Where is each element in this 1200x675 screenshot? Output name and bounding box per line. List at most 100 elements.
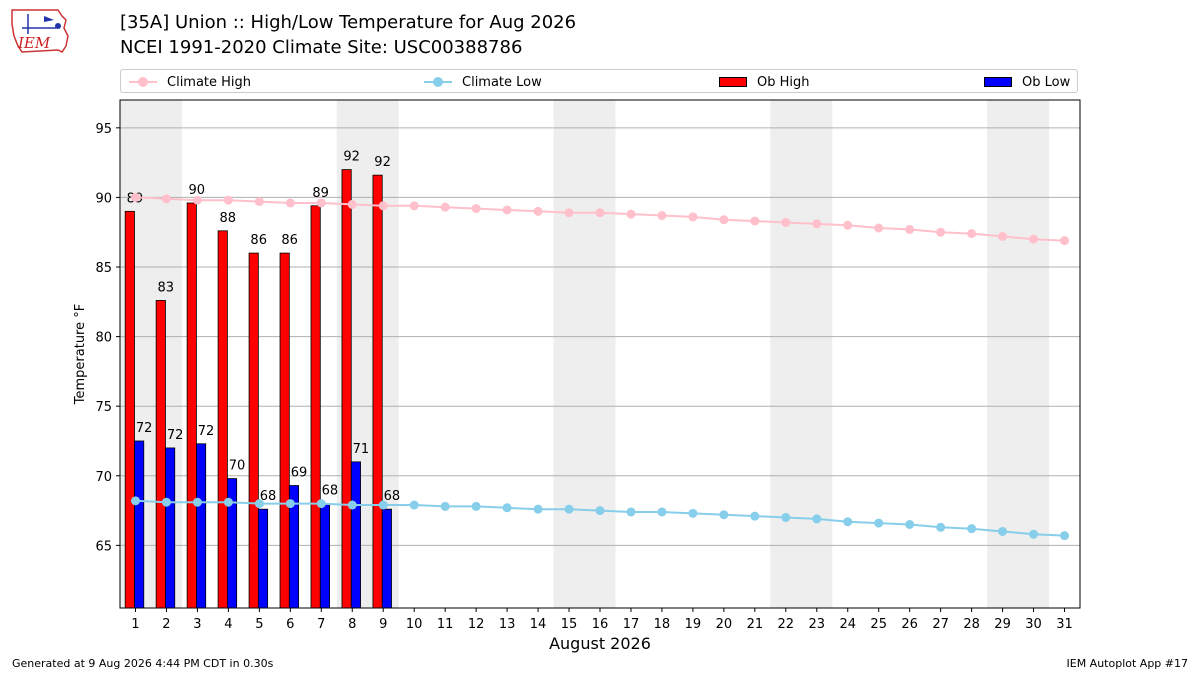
x-tick-label: 6 — [286, 617, 294, 632]
ob-high-bar — [341, 169, 352, 609]
climate-low-point — [657, 507, 667, 517]
y-tick-label: 90 — [95, 191, 112, 206]
x-tick-label: 17 — [623, 617, 640, 632]
climate-high-point — [223, 195, 233, 205]
climate-high-point — [750, 216, 760, 226]
y-tick-label: 65 — [95, 539, 112, 554]
ob-high-bar — [124, 210, 135, 609]
x-tick-label: 19 — [685, 617, 702, 632]
climate-low-point — [967, 524, 977, 534]
legend-label-ob-high: Ob High — [757, 74, 810, 90]
autoplot-app-label: IEM Autoplot App #17 — [1066, 657, 1189, 670]
ob-low-data-label: 72 — [167, 428, 184, 443]
x-tick-label: 10 — [406, 617, 423, 632]
climate-high-point — [130, 192, 140, 202]
climate-high-point — [781, 217, 791, 227]
ob-low-data-label: 71 — [353, 442, 370, 457]
x-tick-label: 13 — [499, 617, 516, 632]
climate-high-point — [347, 199, 357, 209]
climate-high-point — [595, 208, 605, 218]
x-tick-label: 26 — [901, 617, 918, 632]
x-tick-label: 11 — [437, 617, 454, 632]
logo-text: IEM — [17, 34, 51, 52]
ob-low-bar — [165, 447, 176, 609]
ob-low-data-label: 68 — [260, 489, 277, 504]
ob-low-bar — [257, 508, 269, 609]
y-tick-label: 80 — [95, 331, 112, 346]
climate-low-point — [688, 508, 698, 518]
climate-low-point — [440, 501, 450, 511]
climate-high-point — [440, 202, 450, 212]
legend-label-ob-low: Ob Low — [1022, 74, 1071, 90]
climate-high-point — [657, 211, 667, 221]
climate-low-point — [626, 507, 636, 517]
climate-high-point — [471, 204, 481, 214]
ob-low-bar — [196, 443, 207, 609]
y-tick-label: 70 — [95, 470, 112, 485]
climate-low-point — [936, 522, 946, 532]
x-axis-label: August 2026 — [549, 634, 651, 653]
y-tick-label: 75 — [95, 400, 112, 415]
legend-item-climate-low: Climate Low — [424, 73, 542, 91]
climate-low-point — [750, 511, 760, 521]
climate-low-point — [1029, 529, 1039, 539]
x-tick-label: 18 — [654, 617, 671, 632]
climate-high-point — [409, 201, 419, 211]
x-tick-label: 7 — [317, 617, 325, 632]
climate-low-point — [1060, 531, 1070, 541]
x-tick-label: 12 — [468, 617, 485, 632]
climate-low-point — [719, 510, 729, 520]
ob-low-data-label: 68 — [384, 489, 401, 504]
x-tick-label: 2 — [162, 617, 170, 632]
climate-high-point — [967, 229, 977, 239]
ob-high-data-label: 88 — [219, 211, 236, 226]
x-tick-label: 21 — [747, 617, 764, 632]
x-tick-label: 3 — [193, 617, 201, 632]
x-tick-label: 24 — [839, 617, 856, 632]
x-tick-label: 1 — [131, 617, 139, 632]
x-tick-label: 23 — [809, 617, 826, 632]
x-tick-label: 5 — [255, 617, 263, 632]
y-tick-label: 85 — [95, 261, 112, 276]
legend-item-climate-high: Climate High — [129, 73, 251, 91]
ob-low-bar — [319, 503, 330, 609]
x-tick-label: 8 — [348, 617, 356, 632]
ob-low-bar — [134, 440, 145, 609]
climate-high-point — [285, 198, 295, 208]
climate-low-point — [254, 499, 264, 509]
climate-low-point — [781, 513, 791, 523]
legend-label-climate-high: Climate High — [167, 74, 252, 90]
x-tick-label: 28 — [963, 617, 980, 632]
climate-high-point — [254, 197, 264, 207]
climate-low-point — [130, 496, 140, 506]
climate-high-point — [936, 227, 946, 237]
climate-low-point — [502, 503, 512, 513]
ob-high-data-label: 92 — [374, 155, 391, 170]
weekend-shade — [987, 100, 1050, 608]
ob-low-bar — [381, 508, 392, 609]
x-tick-label: 15 — [561, 617, 578, 632]
legend-item-ob-low: Ob Low — [984, 73, 1070, 91]
climate-low-point — [347, 500, 357, 510]
chart-subtitle: NCEI 1991-2020 Climate Site: USC00388786 — [120, 37, 523, 58]
climate-low-point — [533, 504, 543, 514]
climate-low-point — [192, 497, 202, 507]
climate-high-point — [316, 198, 326, 208]
ob-high-bar — [248, 252, 259, 609]
x-tick-label: 16 — [592, 617, 609, 632]
ob-high-bar — [372, 174, 383, 609]
ob-low-data-label: 72 — [198, 424, 215, 439]
generated-timestamp: Generated at 9 Aug 2026 4:44 PM CDT in 0… — [12, 657, 274, 670]
climate-high-point — [998, 231, 1008, 241]
climate-low-point — [905, 519, 915, 529]
ob-high-bar — [217, 230, 228, 609]
climate-high-point — [812, 219, 822, 229]
climate-high-point — [564, 208, 574, 218]
climate-low-point — [378, 500, 388, 510]
x-tick-label: 9 — [379, 617, 387, 632]
iem-logo: IEM — [8, 6, 72, 58]
climate-low-point — [812, 514, 822, 524]
ob-high-swatch — [719, 77, 747, 87]
x-tick-label: 20 — [716, 617, 733, 632]
